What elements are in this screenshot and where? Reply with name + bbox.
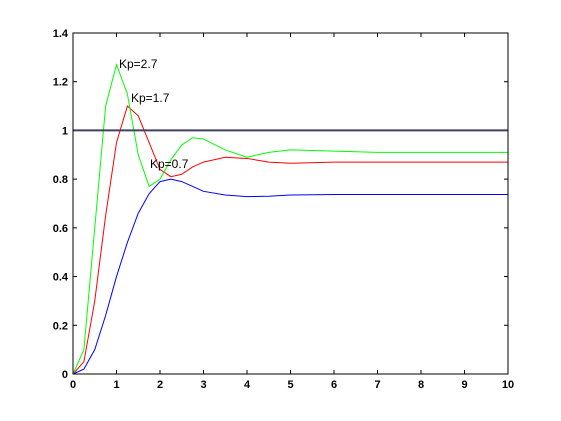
y-tick-label: 0.2 — [53, 320, 68, 332]
x-tick-label: 10 — [502, 379, 514, 391]
series-line — [72, 178, 508, 375]
y-tick-label: 1.4 — [53, 28, 69, 40]
x-tick-label: 1 — [113, 379, 119, 391]
y-tick-label: 1.2 — [53, 77, 68, 89]
y-tick-label: 1 — [62, 125, 68, 137]
series-line — [72, 63, 508, 375]
x-tick-label: 5 — [287, 379, 293, 391]
x-tick-label: 2 — [157, 379, 163, 391]
x-tick-label: 7 — [374, 379, 380, 391]
axes-box — [72, 32, 509, 375]
x-tick-label: 4 — [244, 379, 251, 391]
annotation: Kp=1.7 — [131, 91, 170, 105]
x-tick-label: 3 — [200, 379, 206, 391]
y-tick-label: 0 — [62, 369, 68, 381]
x-tick-label: 0 — [70, 379, 76, 391]
annotation: Kp=0.7 — [150, 157, 189, 171]
annotation: Kp=2.7 — [119, 57, 158, 71]
x-tick-label: 6 — [331, 379, 337, 391]
x-tick-label: 9 — [461, 379, 467, 391]
y-tick-label: 0.4 — [53, 272, 69, 284]
x-tick-label: 8 — [418, 379, 424, 391]
y-tick-label: 0.8 — [53, 174, 68, 186]
y-tick-label: 0.6 — [53, 223, 68, 235]
plot-area — [73, 33, 508, 374]
series-line — [72, 105, 508, 375]
